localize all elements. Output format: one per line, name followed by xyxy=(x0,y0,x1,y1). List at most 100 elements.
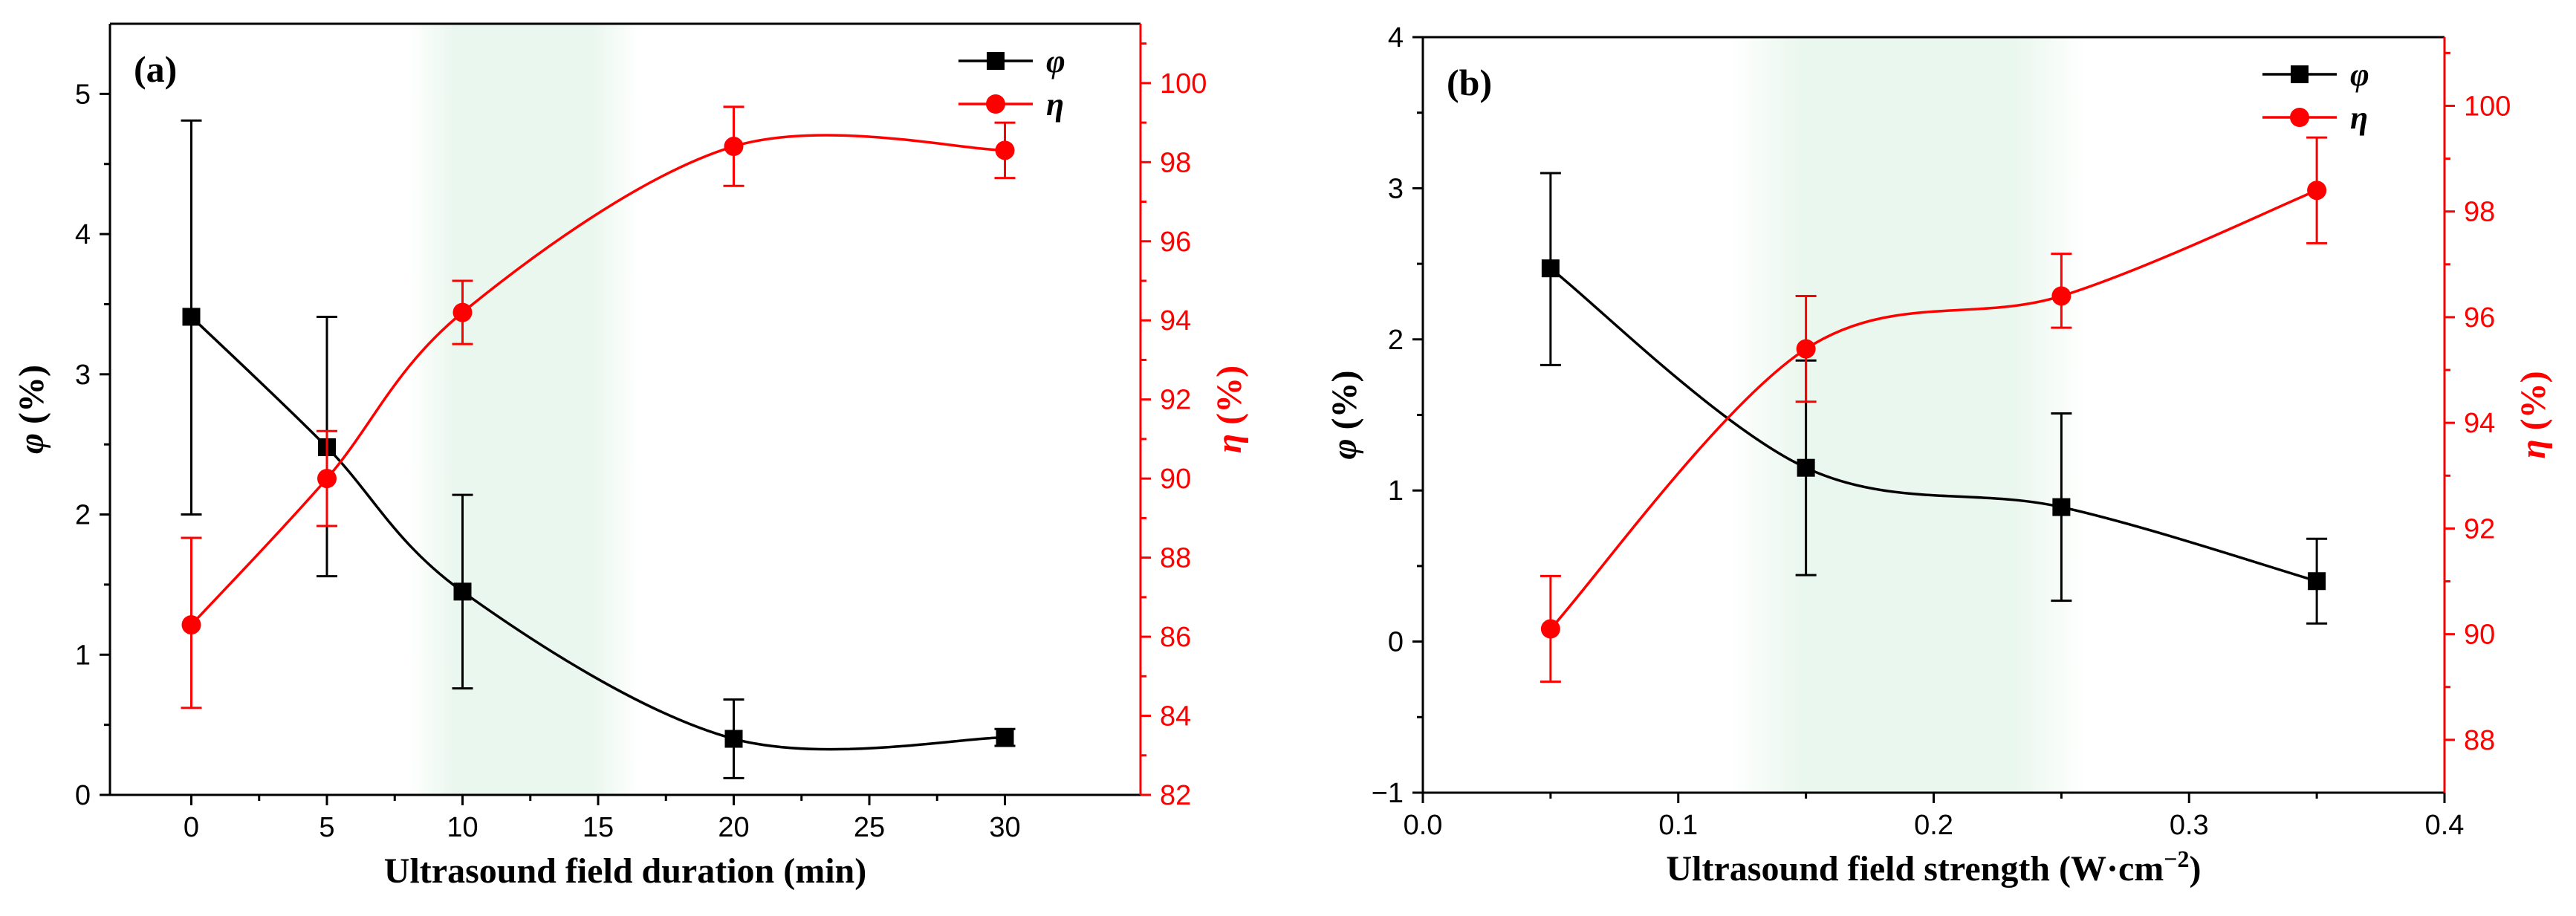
x-tick-label: 0 xyxy=(184,812,199,843)
legend-label: φ xyxy=(2350,56,2369,93)
eta-point xyxy=(2051,286,2071,306)
legend-item: φ xyxy=(958,43,1065,79)
y-right-tick-label: 96 xyxy=(2464,302,2495,334)
x-tick-label: 0.0 xyxy=(1404,810,1443,841)
y-right-tick-label: 98 xyxy=(1160,147,1191,178)
x-tick-label: 20 xyxy=(718,812,749,843)
x-axis-title: Ultrasound field duration (min) xyxy=(384,851,866,891)
legend-marker xyxy=(2291,65,2309,83)
x-tick-label: 0.4 xyxy=(2425,810,2465,841)
eta-line xyxy=(1549,189,2317,630)
y-left-axis-symbol: φ xyxy=(12,433,51,454)
x-axis-title: Ultrasound field strength (W·cm−2) xyxy=(1667,845,2202,889)
y-left-axis-title: φ (%) xyxy=(12,365,51,454)
y-right-tick-label: 82 xyxy=(1160,780,1191,811)
y-left-tick-label: 2 xyxy=(75,500,91,531)
highlight-band xyxy=(408,24,639,795)
y-right-axis-symbol: η xyxy=(2514,439,2553,458)
legend-label: η xyxy=(2350,100,2368,136)
x-tick-label: 0.3 xyxy=(2170,810,2209,841)
legend-marker xyxy=(2290,108,2309,127)
legend-item: φ xyxy=(2262,56,2369,93)
y-left-tick-label: 3 xyxy=(75,360,91,391)
y-left-tick-label: 1 xyxy=(75,640,91,671)
x-tick-label: 5 xyxy=(319,812,334,843)
phi-line xyxy=(1549,267,2317,582)
x-tick-label: 15 xyxy=(583,812,614,843)
phi-point xyxy=(1797,458,1815,477)
panel-b: 0.0 0.1 0.2 0.3 0.4 −1 0 1 2 3 4 88 90 92 94 96 98 100 Ult… xyxy=(1325,22,2553,889)
y-right-tick-label: 88 xyxy=(1160,543,1191,574)
y-right-tick-label: 90 xyxy=(2464,620,2495,651)
y-left-axis-unit: (%) xyxy=(1325,370,1364,438)
y-right-tick-label: 100 xyxy=(2464,91,2511,122)
x-tick-label: 0.1 xyxy=(1658,810,1698,841)
eta-point xyxy=(2307,181,2327,201)
y-left-axis-title: φ (%) xyxy=(1325,370,1364,459)
y-right-tick-label: 94 xyxy=(2464,408,2495,439)
eta-point xyxy=(1540,619,1560,639)
highlight-band xyxy=(1729,37,2087,793)
y-left-axis-unit: (%) xyxy=(12,365,51,433)
y-right-axis-unit: (%) xyxy=(1210,366,1249,434)
series-eta xyxy=(181,105,1016,709)
legend-marker xyxy=(986,94,1005,114)
y-right-tick-label: 96 xyxy=(1160,227,1191,258)
y-right-axis-unit: (%) xyxy=(2514,371,2553,439)
y-left-tick-label: 4 xyxy=(75,219,91,250)
eta-line xyxy=(190,134,1005,626)
y-right-axis-title: η (%) xyxy=(2514,371,2553,458)
y-left-tick-label: 5 xyxy=(75,79,91,110)
y-left-tick-label: −1 xyxy=(1372,778,1404,809)
y-left-tick-label: 0 xyxy=(1388,627,1404,658)
series-eta xyxy=(1540,136,2328,683)
eta-point xyxy=(995,140,1015,160)
y-right-tick-label: 84 xyxy=(1160,701,1191,733)
x-axis-title-end: ) xyxy=(2190,849,2202,889)
y-left-tick-label: 1 xyxy=(1388,475,1404,507)
y-right-tick-label: 92 xyxy=(2464,513,2495,545)
legend-marker xyxy=(987,52,1005,70)
x-tick-label: 10 xyxy=(447,812,478,843)
y-left-axis-symbol: φ xyxy=(1325,438,1364,459)
legend-item: η xyxy=(2262,100,2368,136)
phi-point xyxy=(724,730,743,748)
eta-point xyxy=(1796,339,1816,359)
series-phi xyxy=(181,119,1016,779)
y-right-tick-label: 92 xyxy=(1160,385,1191,416)
phi-point xyxy=(2308,572,2326,591)
series-phi xyxy=(1540,172,2328,625)
eta-point xyxy=(181,615,201,635)
y-right-tick-label: 98 xyxy=(2464,197,2495,228)
phi-point xyxy=(182,308,201,326)
x-tick-label: 0.2 xyxy=(1914,810,1953,841)
eta-point xyxy=(452,302,473,322)
y-right-tick-label: 86 xyxy=(1160,622,1191,653)
x-axis-title-text: Ultrasound field strength (W·cm xyxy=(1667,849,2164,889)
y-right-tick-label: 100 xyxy=(1160,68,1207,100)
y-left-tick-label: 4 xyxy=(1388,22,1404,53)
phi-line xyxy=(190,316,1005,751)
y-right-tick-label: 94 xyxy=(1160,305,1191,337)
phi-point xyxy=(453,582,472,601)
x-axis-title-sup: −2 xyxy=(2164,845,2189,872)
panel-a: 0 5 10 15 20 25 30 0 1 2 3 4 5 82 84 86 88 90 92 94 96 98 100 U… xyxy=(12,22,1249,891)
y-left-tick-label: 3 xyxy=(1388,173,1404,204)
phi-point xyxy=(1541,259,1560,278)
eta-point xyxy=(724,137,744,157)
legend-label: η xyxy=(1046,86,1064,123)
legend-label: φ xyxy=(1046,43,1065,79)
y-right-tick-label: 90 xyxy=(1160,464,1191,495)
phi-point xyxy=(2052,498,2071,516)
panel-label: (b) xyxy=(1447,62,1492,103)
y-right-axis-title: η (%) xyxy=(1210,366,1249,453)
legend-item: η xyxy=(958,86,1064,123)
y-left-tick-label: 0 xyxy=(75,780,91,811)
y-right-axis-symbol: η xyxy=(1210,434,1249,453)
y-right-tick-label: 88 xyxy=(2464,725,2495,756)
x-tick-label: 25 xyxy=(854,812,885,843)
eta-point xyxy=(317,469,337,489)
phi-point xyxy=(996,728,1014,747)
y-left-tick-label: 2 xyxy=(1388,325,1404,356)
